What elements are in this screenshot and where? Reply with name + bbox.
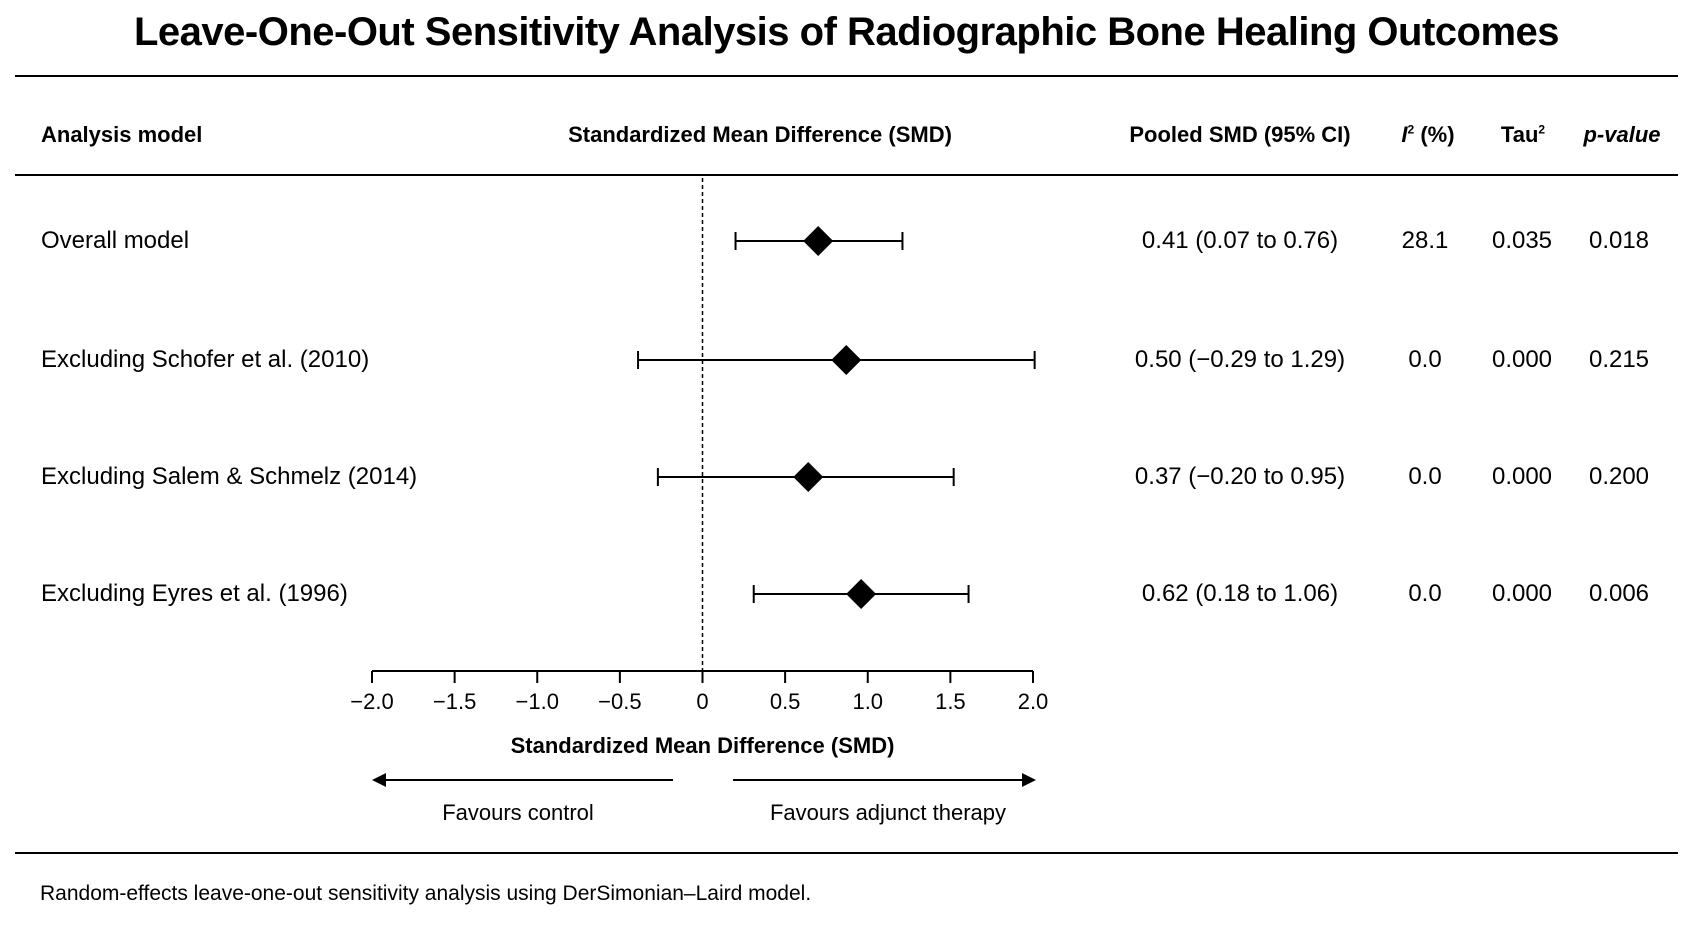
header-p-value: p-value [1583,122,1661,147]
favours-adjunct-label: Favours adjunct therapy [770,800,1006,825]
x-tick-label: −1.0 [516,689,559,714]
direction-arrows [372,773,1036,787]
row-i2-excl-schofer: 0.0 [1408,346,1442,373]
row-tau2-excl-salem: 0.000 [1491,463,1553,490]
row-pooled-overall: 0.41 (0.07 to 0.76) [1141,227,1339,254]
top-rule [15,75,1678,77]
x-tick-label: 0.5 [770,689,801,714]
x-tick-label: −2.0 [350,689,393,714]
point-estimate-diamond [803,226,834,256]
points-layer [637,226,1036,609]
row-pooled-excl-schofer: 0.50 (−0.29 to 1.29) [1134,346,1346,373]
header-analysis-model: Analysis model [41,122,203,147]
row-tau2-excl-eyres: 0.000 [1491,580,1553,607]
row-pooled-excl-salem: 0.37 (−0.20 to 0.95) [1134,463,1346,490]
row-tau2-excl-schofer: 0.000 [1491,346,1553,373]
x-tick-label: 0 [696,689,708,714]
header-smd: Standardized Mean Difference (SMD) [568,122,952,147]
row-p-excl-eyres: 0.006 [1588,580,1650,607]
row-i2-excl-eyres: 0.0 [1408,580,1442,607]
favours-control-label: Favours control [442,800,594,825]
row-tau2-overall: 0.035 [1491,227,1553,254]
row-label-excl-eyres: Excluding Eyres et al. (1996) [41,580,348,607]
x-tick-label: 1.0 [852,689,883,714]
row-p-excl-schofer: 0.215 [1588,346,1650,373]
ticks-layer: −2.0 −1.5 −1.0 −0.5 0 0.5 1.0 1.5 2.0 [350,671,1048,714]
row-label-excl-salem: Excluding Salem & Schmelz (2014) [41,463,418,490]
row-label-excl-schofer: Excluding Schofer et al. (2010) [41,346,370,373]
row-p-excl-salem: 0.200 [1588,463,1650,490]
row-p-overall: 0.018 [1588,227,1650,254]
point-estimate-diamond [846,579,877,609]
header-tau2: Tau2 [1500,122,1546,147]
point-estimate-diamond [831,345,862,375]
x-tick-label: 1.5 [935,689,966,714]
header-pooled-smd: Pooled SMD (95% CI) [1129,122,1351,147]
header-i2: I2 (%) [1401,122,1455,147]
bottom-rule [15,852,1678,854]
row-i2-excl-salem: 0.0 [1408,463,1442,490]
arrow-left-head [372,773,386,787]
row-i2-overall: 28.1 [1401,227,1449,254]
arrow-right-head [1022,773,1036,787]
x-tick-label: −1.5 [433,689,476,714]
x-tick-label: 2.0 [1018,689,1049,714]
header-rule [15,174,1678,176]
footnote: Random-effects leave-one-out sensitivity… [40,882,812,905]
point-estimate-diamond [793,462,824,492]
x-tick-label: −0.5 [598,689,641,714]
row-label-overall: Overall model [41,227,190,254]
x-axis-label: Standardized Mean Difference (SMD) [511,733,895,758]
row-pooled-excl-eyres: 0.62 (0.18 to 1.06) [1141,580,1339,607]
chart-title: Leave-One-Out Sensitivity Analysis of Ra… [133,10,1560,54]
